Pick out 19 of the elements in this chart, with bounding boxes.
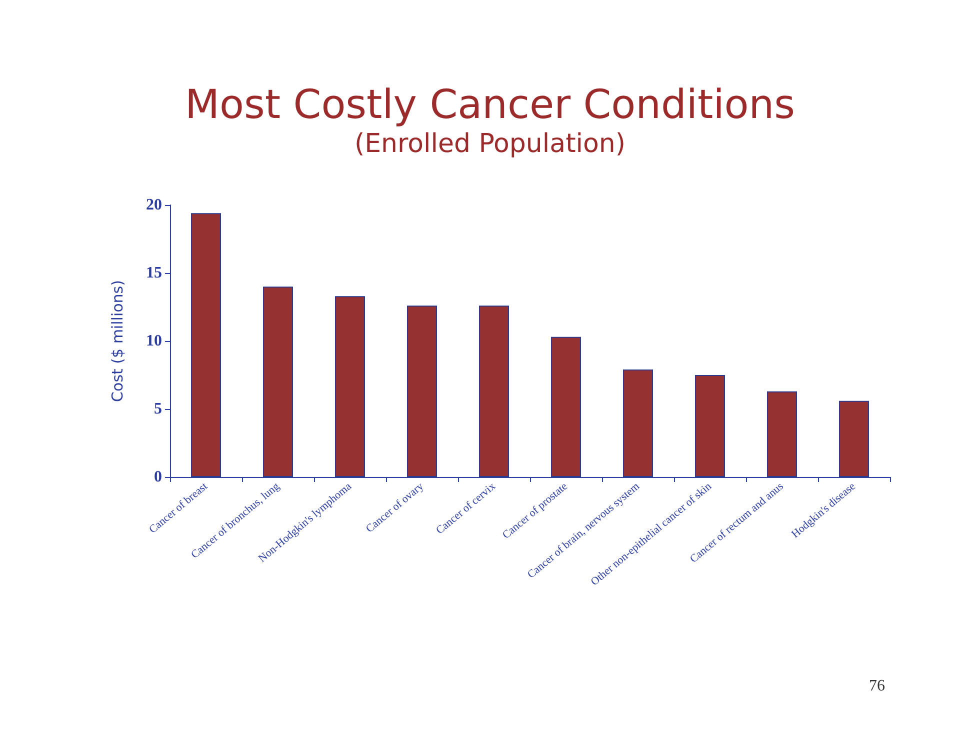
y-tick-label: 20	[146, 196, 162, 214]
bar	[551, 336, 581, 477]
bar	[407, 306, 437, 477]
chart-subtitle: (Enrolled Population)	[354, 129, 626, 159]
y-tick-label: 0	[154, 468, 162, 486]
text: 76	[869, 678, 885, 694]
bar	[191, 213, 221, 477]
y-tick-label: 15	[146, 264, 162, 282]
bar	[263, 286, 293, 477]
bar	[335, 296, 365, 477]
chart-title: Most Costly Cancer Conditions	[185, 82, 795, 128]
y-axis-title: Cost ($ millions)	[108, 280, 126, 402]
bar	[479, 306, 509, 477]
bar	[623, 370, 653, 477]
bar	[695, 375, 725, 477]
bar	[839, 400, 869, 477]
y-tick-label: 10	[146, 332, 162, 350]
y-tick-label: 5	[154, 400, 162, 418]
bar	[767, 391, 797, 477]
